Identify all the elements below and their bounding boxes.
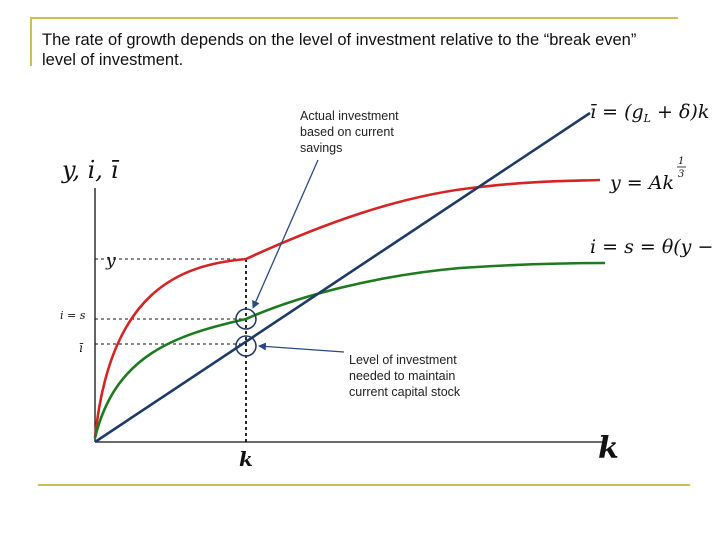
breakeven-curve-label: ī = (gL + δ)k xyxy=(590,101,709,125)
production-curve-label: y = Ak xyxy=(609,172,674,194)
production-exponent-numerator: 1 xyxy=(678,156,684,167)
production-exponent-denominator: 3 xyxy=(678,169,684,180)
actual-investment-marker xyxy=(235,308,257,330)
slide-title: The rate of growth depends on the level … xyxy=(42,30,682,70)
breakeven-line xyxy=(94,111,591,444)
actual-investment-arrow xyxy=(252,159,319,309)
x-axis-label: k xyxy=(598,431,619,466)
k-marker-label: k xyxy=(239,447,253,471)
is-tick-label: i = s xyxy=(60,309,86,322)
investment-curve-label: i = s = θ(y − t) xyxy=(590,236,720,258)
breakeven-investment-arrow xyxy=(258,342,345,353)
slide-title-line-1: The rate of growth depends on the level … xyxy=(42,31,637,49)
y-axis-label: y, i, ī xyxy=(61,156,120,184)
slide-frame-left xyxy=(30,17,32,66)
actual-investment-annotation: Actual investment based on current savin… xyxy=(300,109,402,155)
slide-title-line-2: level of investment. xyxy=(42,51,184,69)
slide-frame-bottom xyxy=(38,484,690,486)
production-curve xyxy=(93,178,601,439)
investment-curve xyxy=(93,261,606,439)
slide-frame-top xyxy=(30,17,678,19)
breakeven-investment-annotation: Level of investment needed to maintain c… xyxy=(349,353,461,399)
breakeven-investment-marker xyxy=(235,335,257,357)
ibar-tick-label: ī xyxy=(79,341,84,355)
y-tick-label: y xyxy=(105,251,116,271)
